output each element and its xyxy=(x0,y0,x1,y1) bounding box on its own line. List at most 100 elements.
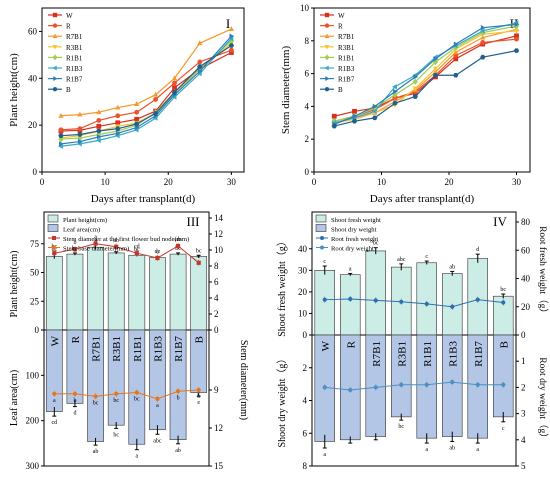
y-tick-label: 20 xyxy=(298,287,308,297)
y-tick-label: 40 xyxy=(28,73,38,83)
data-point-B xyxy=(115,126,121,131)
legend-label: R3B1 xyxy=(66,44,83,52)
data-point-R1B1 xyxy=(412,78,418,85)
y2-tick-label: 5 xyxy=(521,461,526,471)
x-tick-label: 10 xyxy=(377,177,387,187)
significance-letter: e xyxy=(197,254,200,260)
y-axis-label-top: Shoot fresh weight（g） xyxy=(276,236,288,337)
data-point-R xyxy=(153,96,159,102)
data-point-R1B7 xyxy=(77,138,83,145)
significance-letter: a xyxy=(94,235,97,241)
legend-label: R xyxy=(66,23,71,31)
series-line xyxy=(54,389,199,400)
significance-letter: cd xyxy=(51,420,57,426)
y-tick-label: 0 xyxy=(303,330,308,340)
y2-tick-label: 3 xyxy=(521,409,526,419)
legend-marker-W xyxy=(52,12,58,18)
y2-tick-label: 60 xyxy=(521,245,531,255)
series-line-R1B1 xyxy=(334,25,517,122)
y-tick-label: 4 xyxy=(303,396,308,406)
y2-tick-label: 2 xyxy=(214,309,219,319)
y-axis-label-top: Plant height(cm) xyxy=(9,251,20,318)
data-point-B xyxy=(480,54,486,60)
data-point-W xyxy=(453,56,459,62)
significance-letter: a xyxy=(135,454,138,460)
legend-marker xyxy=(52,236,56,240)
significance-letter: bc xyxy=(51,247,57,253)
data-point-R7B1 xyxy=(115,104,121,110)
y-tick-label: 0 xyxy=(35,325,40,335)
legend-label: R1B1 xyxy=(338,54,355,62)
significance-letter: abc xyxy=(153,438,162,444)
data-point-B xyxy=(412,94,418,99)
legend-label: R1B7 xyxy=(338,76,355,84)
y2-tick-label: 20 xyxy=(521,302,531,312)
category-label: R3B1 xyxy=(396,341,408,367)
y-tick-label: 2 xyxy=(305,134,310,144)
significance-letter: a xyxy=(425,447,428,453)
data-point-R xyxy=(514,36,519,42)
data-point-R1B7 xyxy=(115,130,121,136)
panel-label: I xyxy=(226,16,230,31)
significance-letter: b xyxy=(73,398,76,404)
data-point-R xyxy=(453,53,459,58)
significance-letter: ab xyxy=(113,238,119,244)
significance-letter: a xyxy=(53,398,56,404)
data-point-B xyxy=(513,48,520,53)
category-label: R1B7 xyxy=(173,336,185,362)
x-tick-label: 30 xyxy=(227,177,237,187)
data-point-R1B3 xyxy=(371,108,377,114)
legend-marker-R1B7 xyxy=(325,76,330,82)
y2-tick-label: 12 xyxy=(214,229,223,239)
data-point-R7B1 xyxy=(152,91,159,97)
legend-label: R1B3 xyxy=(338,65,355,73)
x-tick-label: 0 xyxy=(40,177,45,187)
data-point-R7B1 xyxy=(197,40,203,46)
data-point-R1B7 xyxy=(433,56,439,62)
significance-letter: ab xyxy=(449,264,455,270)
x-tick-label: 20 xyxy=(445,177,455,187)
legend-marker-R xyxy=(324,23,330,28)
data-point-R1B3 xyxy=(479,28,485,34)
data-point-R xyxy=(172,80,177,86)
bar-top-R1B7 xyxy=(169,253,187,331)
data-point-R1B1 xyxy=(197,65,203,73)
data-point-R7B1 xyxy=(171,75,178,81)
x-tick-label: 30 xyxy=(512,177,522,187)
y-tick-label: 300 xyxy=(26,461,40,471)
data-point-R xyxy=(392,95,398,101)
legend-label: R xyxy=(338,23,343,31)
legend-swatch xyxy=(47,224,59,232)
data-point-B xyxy=(228,43,235,48)
y-tick-label: 4 xyxy=(305,101,310,111)
data-point-R1B1 xyxy=(513,22,520,30)
bar-top-R7B1 xyxy=(365,250,386,336)
y-tick-label: 8 xyxy=(305,36,310,46)
category-label: R3B1 xyxy=(111,336,123,362)
data-point-R1B1 xyxy=(228,37,235,44)
y2-tick-label: 4 xyxy=(214,293,219,303)
significance-letter: a xyxy=(323,452,326,458)
category-label: R xyxy=(70,335,82,343)
data-point-R1B7 xyxy=(229,33,235,39)
legend-swatch xyxy=(315,214,327,223)
legend-marker-R1B3 xyxy=(52,65,57,71)
legend-label: W xyxy=(338,12,345,20)
series-line-R7B1 xyxy=(334,28,517,124)
data-point-B xyxy=(372,115,378,121)
legend-marker-W xyxy=(324,12,330,18)
data-point-R7B1 xyxy=(77,111,83,117)
plot-frame xyxy=(311,211,517,467)
bar-top-R1B3 xyxy=(149,257,166,331)
y-tick-label: 100 xyxy=(26,370,40,380)
data-point-R1B1 xyxy=(432,59,439,66)
data-point-R7B1 xyxy=(96,109,102,115)
legend-label: Stem diameter at the first flower bud no… xyxy=(63,236,189,243)
x-axis-label: Days after transplant(d) xyxy=(370,193,475,205)
legend-label: R1B1 xyxy=(66,54,83,62)
y-tick-label: 0 xyxy=(305,167,310,177)
y-axis-label-bottom: Shoot dry weight（g） xyxy=(276,354,288,448)
significance-letter: ab xyxy=(175,237,181,243)
plot-frame xyxy=(41,7,245,173)
bar-top-B xyxy=(190,256,208,331)
